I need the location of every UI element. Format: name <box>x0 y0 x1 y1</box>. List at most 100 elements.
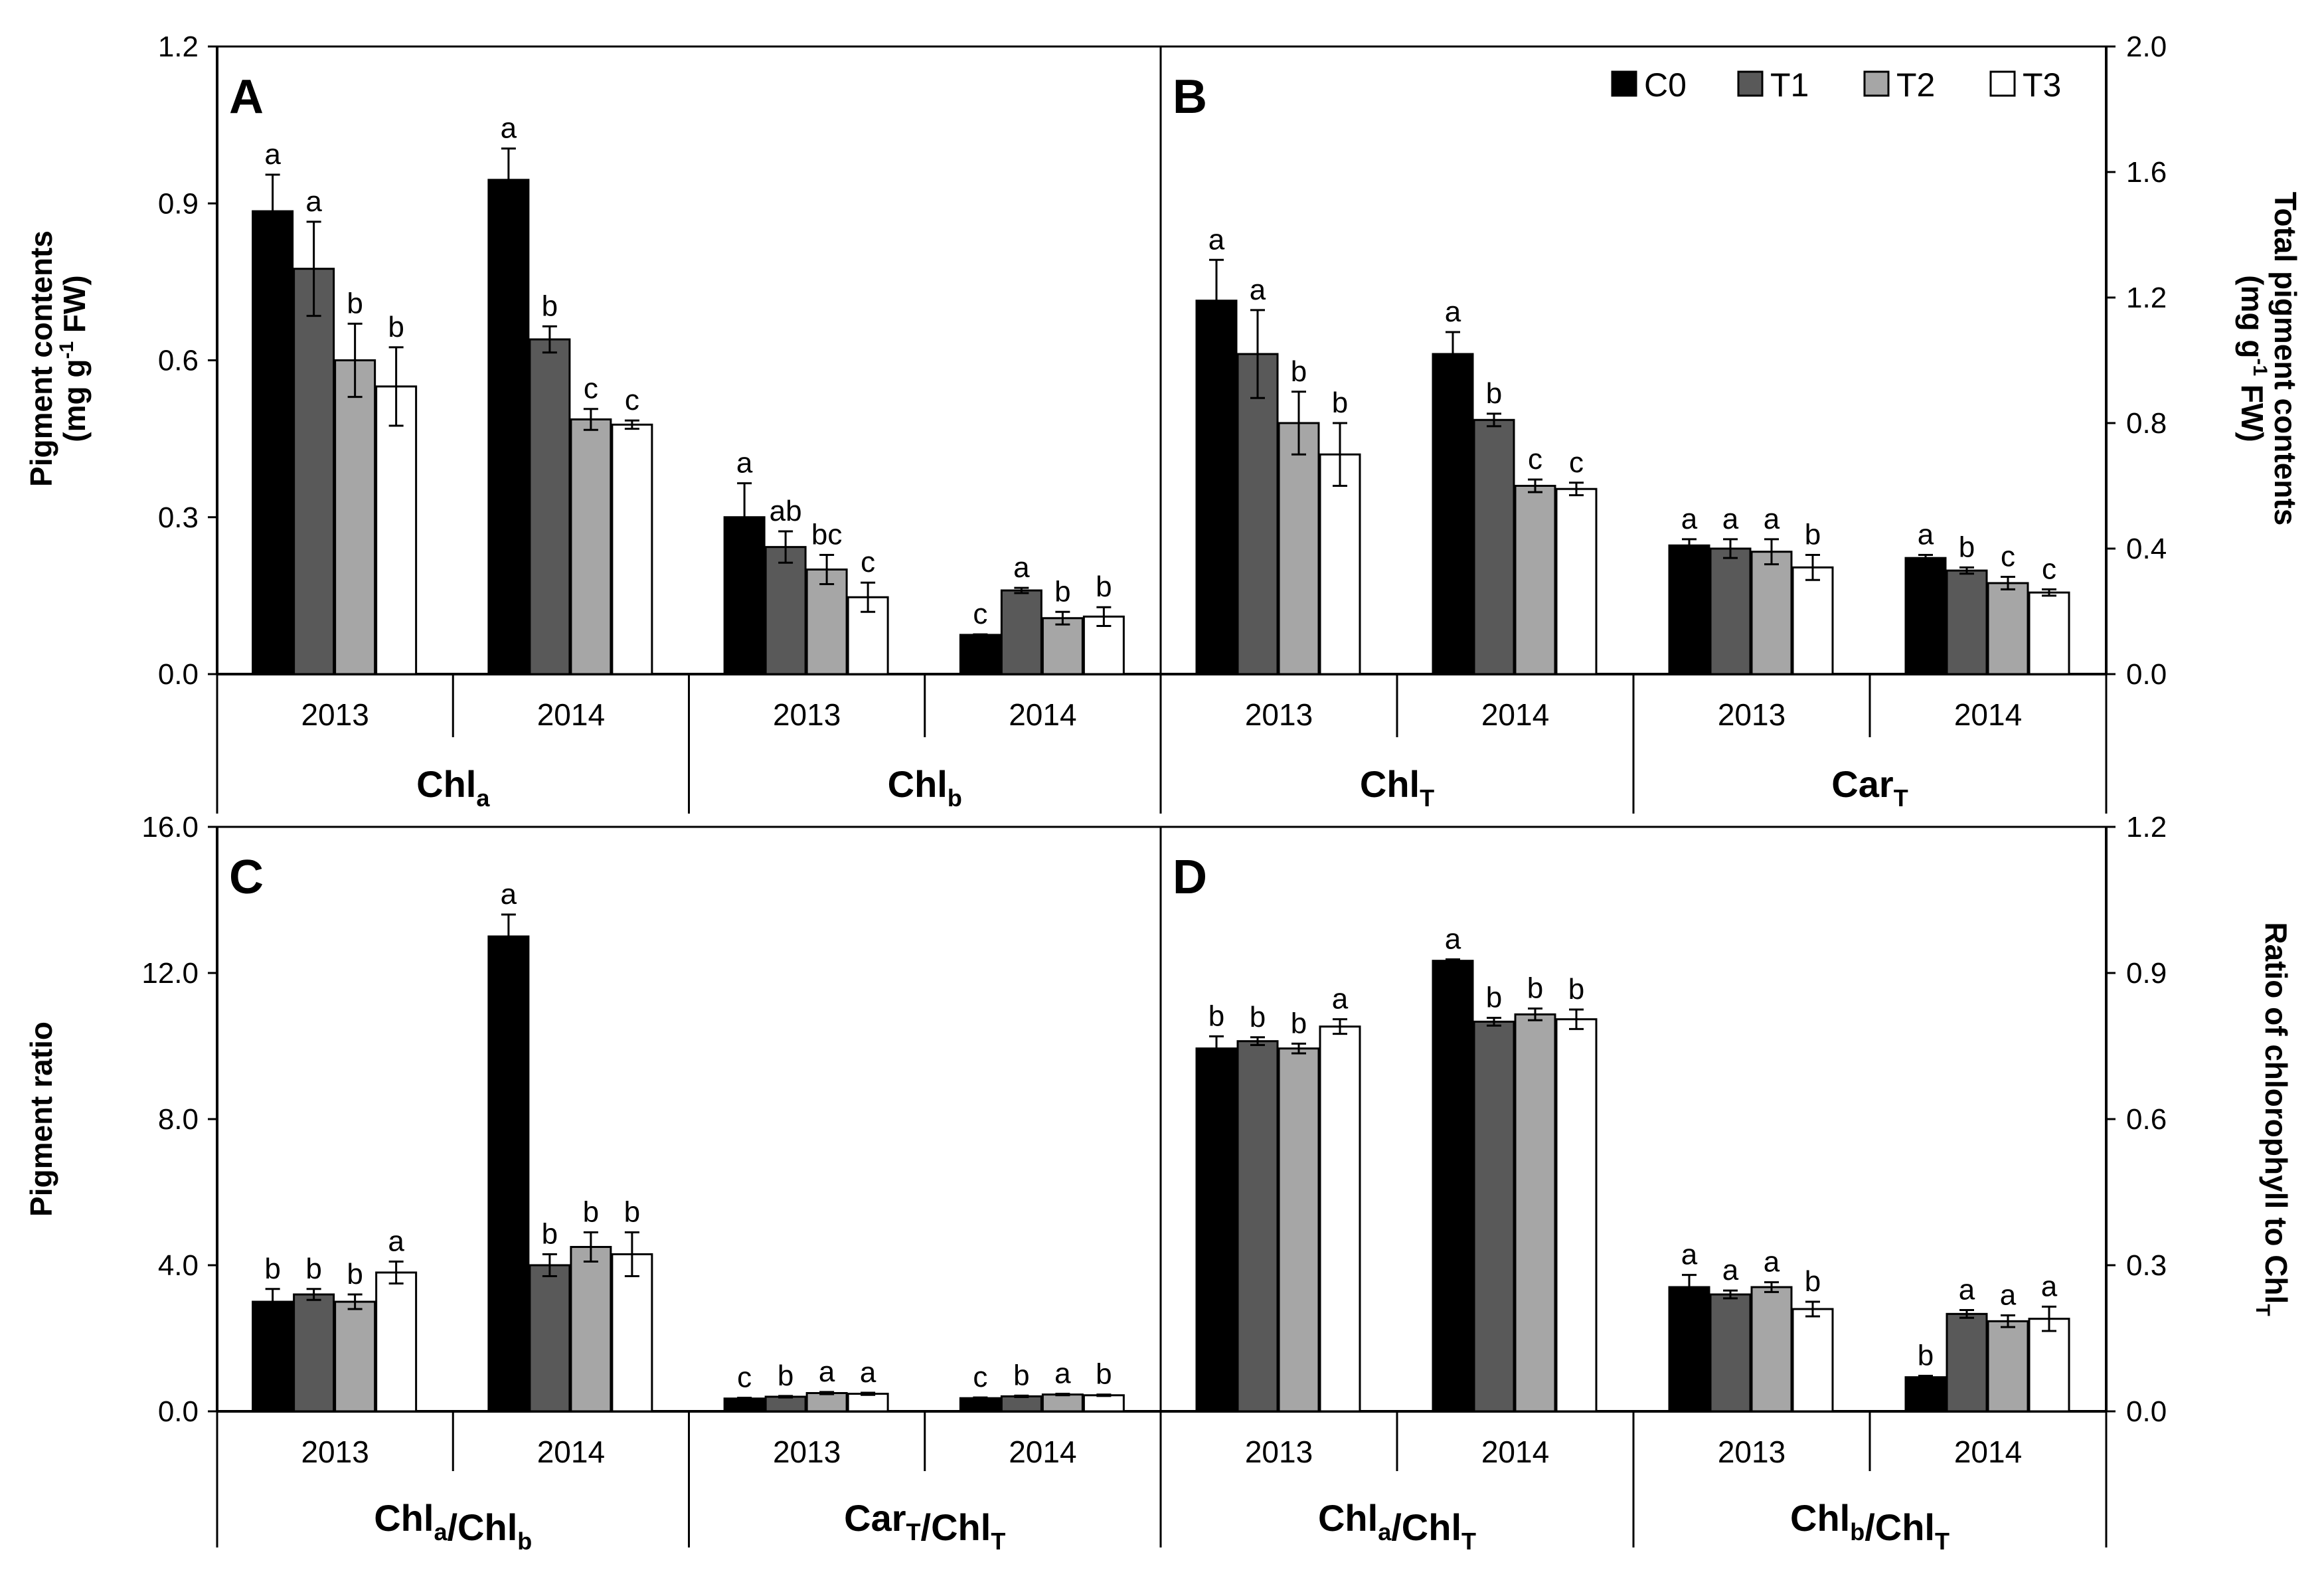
bar-T3 <box>847 1393 889 1413</box>
bar-C0 <box>252 1300 294 1413</box>
bar-T2 <box>1514 1013 1556 1413</box>
y-tick-label: 0.0 <box>2126 658 2167 691</box>
y-tick-label: 0.8 <box>2126 407 2167 440</box>
significance-letter: b <box>1250 1001 1266 1033</box>
significance-letter: a <box>305 185 322 218</box>
significance-letter: b <box>1568 973 1584 1006</box>
bar-T1 <box>1473 1020 1515 1413</box>
significance-letter: b <box>542 1218 558 1251</box>
legend-label: T2 <box>1896 66 1935 104</box>
bar-C0 <box>959 634 1001 675</box>
bar-T3 <box>375 1271 418 1413</box>
bar-T3 <box>1319 453 1361 675</box>
bar-C0 <box>487 179 530 675</box>
bar-C0 <box>1432 353 1474 675</box>
x-tick-label: 2014 <box>1954 697 2022 732</box>
y-tick-label: 0.0 <box>2126 1395 2167 1428</box>
significance-letter: a <box>1445 296 1461 328</box>
significance-letter: c <box>2001 541 2015 573</box>
significance-letter: ab <box>770 495 802 527</box>
bar-T2 <box>334 1300 376 1413</box>
legend-label: C0 <box>1644 66 1687 104</box>
significance-letter: a <box>1959 1273 1975 1306</box>
y-tick-label: 16.0 <box>141 811 199 843</box>
x-tick-label: 2013 <box>773 697 841 732</box>
significance-letter: b <box>1527 972 1543 1005</box>
significance-letter: b <box>388 311 404 343</box>
significance-letter: a <box>1918 518 1934 551</box>
significance-letter: a <box>1722 503 1739 535</box>
x-tick-label: 2013 <box>1245 1435 1313 1469</box>
significance-letter: a <box>736 447 753 480</box>
significance-letter: b <box>1291 1007 1307 1039</box>
y-tick-label: 0.6 <box>158 345 199 377</box>
bar-T3 <box>1555 1018 1598 1413</box>
significance-letter: c <box>737 1362 752 1394</box>
bar-C0 <box>1668 1286 1710 1413</box>
bar-T1 <box>1236 1040 1279 1413</box>
bar-T1 <box>529 338 571 675</box>
significance-letter: a <box>1681 503 1698 535</box>
significance-letter: a <box>1054 1358 1071 1390</box>
significance-letter: b <box>1291 355 1307 388</box>
y-axis-title: Pigment contents(mg g-1 FW) <box>24 230 92 487</box>
bar-T1 <box>529 1264 571 1413</box>
x-tick-label: 2013 <box>301 1435 369 1469</box>
panel-label: D <box>1173 851 1207 904</box>
significance-letter: a <box>264 138 281 171</box>
legend-swatch-T3 <box>1989 70 2016 97</box>
significance-letter: a <box>1445 923 1461 955</box>
bar-C0 <box>1668 544 1710 675</box>
significance-letter: b <box>1918 1339 1934 1371</box>
bar-T1 <box>293 1293 335 1413</box>
group-label: Chla/Chlb <box>374 1497 532 1555</box>
panel-label: B <box>1173 70 1207 124</box>
legend-label: T1 <box>1770 66 1809 104</box>
significance-letter: b <box>624 1196 640 1229</box>
legend: C0 T1 T2 T3 <box>1611 66 2061 104</box>
x-tick-label: 2014 <box>1009 697 1076 732</box>
significance-letter: b <box>1096 1358 1112 1391</box>
significance-letter: b <box>1959 531 1975 563</box>
significance-letter: a <box>1722 1254 1739 1286</box>
significance-letter: b <box>1805 518 1821 551</box>
bar-C0 <box>1432 960 1474 1413</box>
bar-T3 <box>1791 1308 1834 1413</box>
x-tick-label: 2013 <box>301 697 369 732</box>
significance-letter: b <box>1486 981 1502 1013</box>
bar-T2 <box>570 1246 612 1413</box>
bar-T2 <box>570 418 612 675</box>
bar-T2 <box>1987 1320 2029 1413</box>
group-label: Chlb <box>888 763 962 812</box>
x-tick-label: 2014 <box>537 1435 605 1469</box>
bar-T1 <box>1709 1293 1752 1413</box>
bar-T1 <box>1709 547 1752 675</box>
legend-label: T3 <box>2023 66 2061 104</box>
x-tick-label: 2014 <box>1009 1435 1076 1469</box>
bar-T3 <box>1319 1025 1361 1413</box>
bar-T2 <box>1750 551 1793 675</box>
group-label: ChlT <box>1360 763 1434 812</box>
significance-letter: a <box>501 878 517 911</box>
significance-letter: b <box>1208 1000 1224 1032</box>
group-label: CarT <box>1831 763 1908 812</box>
x-tick-label: 2014 <box>1481 697 1549 732</box>
significance-letter: c <box>2042 553 2056 585</box>
bar-T3 <box>1555 487 1598 675</box>
significance-letter: c <box>973 1361 987 1393</box>
panel-label: A <box>229 70 264 124</box>
y-tick-label: 1.2 <box>2126 282 2167 314</box>
legend-swatch-C0 <box>1611 70 1637 97</box>
significance-letter: c <box>584 373 598 405</box>
y-tick-label: 0.0 <box>158 1395 199 1428</box>
significance-letter: b <box>1332 387 1348 419</box>
x-tick-label: 2014 <box>1481 1435 1549 1469</box>
significance-letter: a <box>501 112 517 145</box>
significance-letter: c <box>861 546 875 578</box>
y-axis-title: Pigment ratio <box>24 1021 58 1217</box>
significance-letter: b <box>305 1253 321 1285</box>
